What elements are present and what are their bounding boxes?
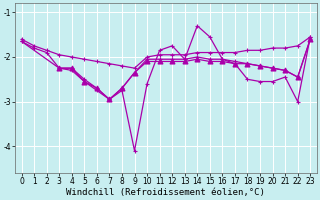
X-axis label: Windchill (Refroidissement éolien,°C): Windchill (Refroidissement éolien,°C): [67, 188, 265, 197]
